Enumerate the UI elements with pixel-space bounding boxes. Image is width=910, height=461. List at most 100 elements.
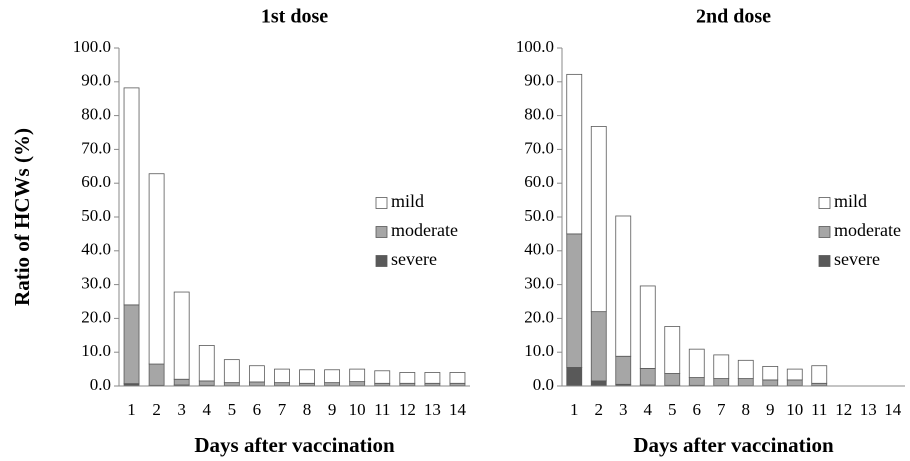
y-tick-label: 70.0 [524, 138, 554, 157]
x-tick-label: 4 [203, 400, 212, 419]
bar-segment [615, 355, 632, 385]
bar-segment [639, 285, 656, 369]
y-tick-label: 50.0 [524, 206, 554, 225]
x-tick-label: 3 [619, 400, 628, 419]
bar-segment [148, 363, 165, 386]
bar-segment [148, 173, 165, 365]
bar-segment [299, 369, 315, 384]
bar-segment [786, 379, 803, 387]
y-tick-label: 50.0 [81, 206, 111, 225]
x-tick-label: 12 [835, 400, 852, 419]
bar-segment [664, 326, 681, 374]
bar-segment [198, 380, 215, 386]
bar-segment [762, 379, 779, 387]
bar-segment [615, 215, 632, 357]
x-tick-label: 9 [766, 400, 775, 419]
bar-segment [123, 87, 140, 306]
x-tick-label: 10 [786, 400, 803, 419]
x-tick-label: 5 [668, 400, 677, 419]
bar-segment [349, 368, 366, 383]
y-tick-label: 20.0 [81, 307, 111, 326]
bar-segment [811, 365, 828, 384]
bar-segment [248, 381, 265, 387]
legend-swatch [818, 255, 831, 267]
bar-segment [639, 368, 656, 386]
legend-label: severe [391, 249, 437, 269]
bar-segment [566, 233, 583, 368]
x-tick-label: 9 [328, 400, 337, 419]
y-tick-label: 100.0 [73, 37, 111, 56]
x-tick-label: 12 [399, 400, 416, 419]
legend-label: mild [391, 191, 424, 211]
bar-segment [248, 365, 265, 383]
bar-segment [399, 372, 416, 384]
bar-segment [349, 381, 366, 387]
x-tick-label: 11 [811, 400, 827, 419]
bar-segment [223, 382, 240, 387]
chart-title: 1st dose [261, 6, 328, 28]
bar-segment [713, 378, 730, 387]
x-tick-label: 7 [717, 400, 726, 419]
bar-segment [590, 380, 607, 387]
y-tick-label: 0.0 [533, 375, 554, 394]
y-tick-label: 90.0 [524, 71, 554, 90]
bar-segment [762, 365, 779, 381]
bar-segment [173, 291, 190, 380]
y-tick-label: 100.0 [516, 37, 554, 56]
y-tick-label: 40.0 [81, 240, 111, 259]
x-tick-label: 7 [278, 400, 287, 419]
legend-label: mild [834, 191, 867, 211]
legend-label: moderate [834, 220, 901, 240]
legend-swatch [818, 197, 831, 209]
legend-label: severe [834, 249, 880, 269]
legend-swatch [375, 255, 388, 267]
x-tick-label: 2 [152, 400, 161, 419]
y-tick-label: 40.0 [524, 240, 554, 259]
y-tick-label: 80.0 [524, 105, 554, 124]
legend-swatch [375, 226, 388, 238]
bar-segment [566, 367, 583, 387]
y-tick-label: 20.0 [524, 307, 554, 326]
legend-label: moderate [391, 220, 458, 240]
chart-title: 2nd dose [696, 6, 771, 28]
y-tick-label: 0.0 [90, 375, 111, 394]
bar-segment [688, 377, 705, 386]
legend-swatch [818, 226, 831, 238]
bar-segment [737, 378, 754, 387]
x-tick-label: 2 [595, 400, 604, 419]
bar-segment [713, 354, 730, 379]
x-axis-title: Days after vaccination [194, 433, 395, 457]
x-tick-label: 14 [449, 400, 467, 419]
x-tick-label: 10 [349, 400, 366, 419]
x-tick-label: 8 [303, 400, 312, 419]
y-tick-label: 10.0 [524, 341, 554, 360]
y-tick-label: 30.0 [81, 274, 111, 293]
x-tick-label: 3 [177, 400, 186, 419]
x-tick-label: 1 [127, 400, 136, 419]
bar-segment [737, 359, 754, 379]
x-tick-label: 4 [644, 400, 653, 419]
bar-segment [786, 368, 803, 381]
x-axis-title: Days after vaccination [633, 433, 834, 457]
y-tick-label: 60.0 [81, 172, 111, 191]
bar-segment [374, 370, 391, 384]
y-tick-label: 80.0 [81, 105, 111, 124]
x-tick-label: 6 [693, 400, 702, 419]
x-tick-label: 1 [570, 400, 579, 419]
bar-segment [123, 304, 140, 385]
bar-segment [590, 126, 607, 313]
bar-segment [324, 382, 341, 387]
bar-segment [449, 372, 466, 384]
x-tick-label: 11 [374, 400, 390, 419]
y-tick-label: 70.0 [81, 138, 111, 157]
y-tick-label: 60.0 [524, 172, 554, 191]
bar-segment [274, 382, 290, 387]
bar-segment [198, 345, 215, 382]
bar-segment [424, 372, 441, 384]
bar-segment [688, 348, 705, 378]
bar-segment [664, 373, 681, 386]
y-tick-label: 30.0 [524, 274, 554, 293]
bar-segment [173, 378, 190, 386]
bar-segment [274, 368, 290, 384]
